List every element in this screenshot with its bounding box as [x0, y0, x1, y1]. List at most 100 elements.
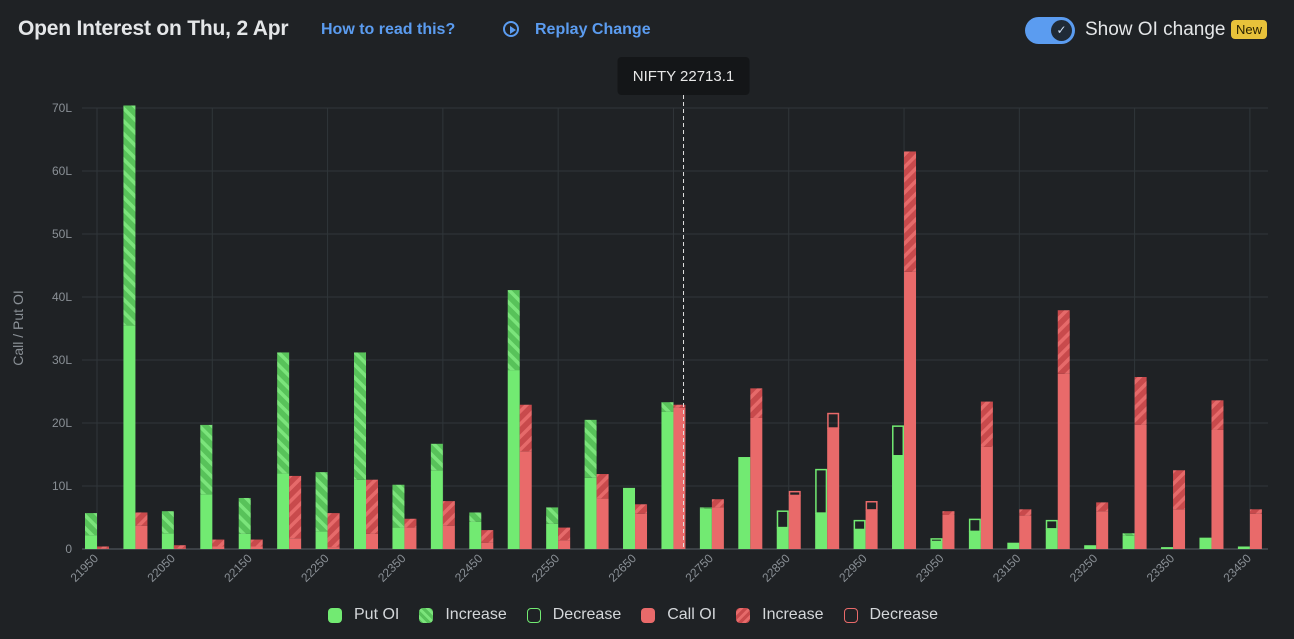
put-oi-segment [968, 531, 981, 549]
y-tick-label: 30L [52, 353, 72, 367]
put-oi-segment [1084, 545, 1097, 549]
call-bar [366, 479, 379, 549]
put-bar [738, 457, 751, 549]
put-oi-segment [85, 535, 97, 549]
x-tick-label: 23450 [1221, 551, 1255, 585]
call-oi-segment [942, 514, 955, 549]
legend-call-oi[interactable]: Call OI [641, 606, 716, 624]
y-tick-label: 50L [52, 227, 72, 241]
legend-call-increase[interactable]: Increase [736, 606, 824, 624]
put-oi-segment [354, 479, 367, 549]
y-tick-label: 0 [65, 542, 72, 556]
new-badge: New [1231, 20, 1268, 39]
call-increase-segment [1057, 310, 1070, 374]
put-increase-segment [315, 472, 328, 532]
call-decrease-segment [788, 490, 801, 497]
call-oi-segment [596, 498, 609, 549]
call-increase-segment [404, 518, 417, 528]
put-bar [238, 497, 251, 549]
call-oi-segment [865, 509, 878, 549]
call-oi-swatch [641, 607, 656, 623]
call-increase-segment [980, 401, 993, 447]
put-oi-segment [699, 508, 712, 549]
call-bar [827, 412, 840, 549]
toggle-label: Show OI change [1085, 19, 1226, 40]
put-bar [853, 519, 866, 549]
put-bar [277, 352, 290, 549]
call-bar [1211, 400, 1224, 549]
put-oi-segment [315, 531, 328, 549]
call-bar [1134, 377, 1147, 549]
put-bar [968, 518, 981, 549]
call-increase-segment [1019, 509, 1032, 516]
legend-put-decrease[interactable]: Decrease [526, 606, 622, 624]
put-bar [1199, 537, 1212, 549]
call-bar [404, 518, 417, 549]
put-oi-segment [815, 513, 828, 549]
put-oi-segment [123, 325, 136, 549]
call-increase-segment [1173, 470, 1186, 510]
call-increase-segment [750, 388, 763, 418]
x-tick-label: 21950 [68, 551, 102, 585]
call-decrease-swatch [843, 607, 858, 623]
call-bar [442, 501, 455, 549]
put-bar [1237, 546, 1250, 549]
y-axis-title: Call / Put OI [10, 290, 26, 365]
x-tick-label: 23350 [1144, 551, 1178, 585]
put-bar [584, 419, 597, 549]
x-tick-label: 22350 [375, 551, 409, 585]
legend-put-oi[interactable]: Put OI [328, 606, 399, 624]
show-oi-change-toggle[interactable]: ✓ [1025, 17, 1075, 44]
put-oi-segment [738, 457, 751, 549]
call-oi-segment [212, 546, 225, 549]
put-oi-segment [776, 527, 789, 549]
call-bar [135, 512, 148, 549]
oi-chart: 0 10L 20L 30L 40L 50L 60L 70L 21950 22050 22150 222… [10, 57, 1268, 585]
call-bar [1249, 509, 1262, 549]
call-oi-segment [404, 527, 417, 549]
put-oi-segment [892, 455, 905, 549]
call-oi-segment [558, 540, 571, 549]
put-bar [1007, 542, 1020, 549]
put-oi-segment [584, 477, 597, 549]
y-tick-label: 40L [52, 290, 72, 304]
put-bar [1161, 547, 1174, 549]
call-bar [1096, 502, 1109, 549]
put-oi-segment [853, 529, 866, 549]
call-increase-segment [519, 404, 532, 452]
put-increase-segment [584, 419, 597, 478]
put-bar [392, 484, 405, 549]
legend-label: Decrease [552, 606, 622, 623]
put-oi-segment [1007, 542, 1020, 549]
put-bar [623, 487, 636, 549]
call-decrease-segment [865, 501, 878, 511]
put-bar [661, 402, 674, 549]
legend-call-decrease[interactable]: Decrease [843, 606, 938, 624]
y-tick-label: 60L [52, 164, 72, 178]
how-to-read-link[interactable]: How to read this? [321, 21, 456, 38]
call-bar [212, 539, 225, 549]
put-bar [85, 513, 97, 549]
call-bar [750, 388, 763, 549]
put-increase-segment [85, 513, 97, 536]
call-bar [1057, 310, 1070, 549]
call-oi-segment [711, 507, 724, 549]
call-bar [289, 475, 302, 549]
call-increase-segment [942, 511, 955, 515]
call-bar [980, 401, 993, 549]
put-decrease-segment [1045, 519, 1058, 530]
play-circle-icon[interactable] [503, 21, 519, 37]
put-decrease-segment [968, 518, 981, 533]
replay-change-button[interactable]: Replay Change [535, 21, 651, 38]
call-oi-segment [827, 428, 840, 549]
call-oi-segment [1173, 509, 1186, 549]
put-oi-segment [238, 533, 251, 549]
put-decrease-swatch [526, 607, 541, 623]
put-bar [930, 538, 943, 549]
legend-put-increase[interactable]: Increase [419, 606, 507, 624]
put-increase-segment [699, 507, 712, 509]
call-oi-segment [1134, 424, 1147, 549]
call-decrease-segment [827, 412, 840, 429]
put-bar [430, 443, 443, 549]
call-oi-segment [1211, 429, 1224, 549]
